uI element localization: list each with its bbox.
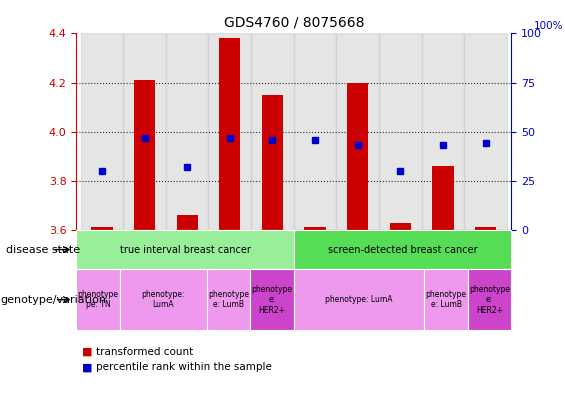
Text: ■: ■ [82,362,93,373]
Text: 100%: 100% [534,22,563,31]
Text: transformed count: transformed count [96,347,193,357]
Bar [134,80,155,230]
Bar [390,222,411,230]
Text: true interval breast cancer: true interval breast cancer [120,244,250,255]
Text: phenotype
e:
HER2+: phenotype e: HER2+ [469,285,510,314]
Bar [475,228,497,230]
Text: screen-detected breast cancer: screen-detected breast cancer [328,244,477,255]
Bar [91,228,112,230]
Bar [166,33,208,230]
Bar [219,39,241,230]
Bar [294,33,336,230]
Text: percentile rank within the sample: percentile rank within the sample [96,362,272,373]
Bar [421,33,464,230]
Bar [379,33,421,230]
Text: phenotype: LumA: phenotype: LumA [325,295,393,304]
Bar [123,33,166,230]
Text: phenotype
e: LumB: phenotype e: LumB [425,290,467,309]
Text: ■: ■ [82,347,93,357]
Text: phenotype:
LumA: phenotype: LumA [142,290,185,309]
Title: GDS4760 / 8075668: GDS4760 / 8075668 [224,15,364,29]
Bar [262,95,283,230]
Bar [336,33,379,230]
Text: genotype/variation: genotype/variation [0,295,106,305]
Text: disease state: disease state [6,244,80,255]
Text: phenotype
pe: TN: phenotype pe: TN [77,290,119,309]
Bar [432,166,454,230]
Bar [81,33,123,230]
Bar [347,83,368,230]
Text: phenotype
e:
HER2+: phenotype e: HER2+ [251,285,293,314]
Bar [305,228,326,230]
Text: phenotype
e: LumB: phenotype e: LumB [208,290,249,309]
Bar [208,33,251,230]
Bar [176,215,198,230]
Bar [464,33,507,230]
Bar [251,33,294,230]
